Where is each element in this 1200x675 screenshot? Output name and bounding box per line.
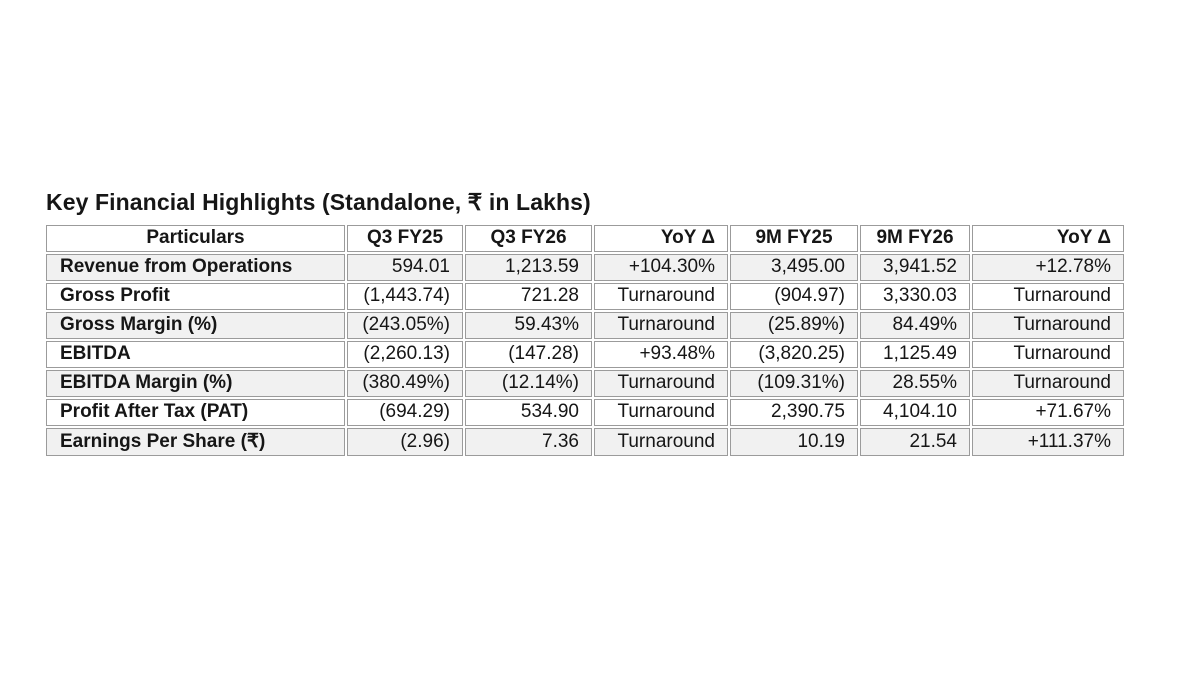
table-row: Revenue from Operations 594.01 1,213.59 +10… xyxy=(46,254,1124,281)
column-header-5: 9M FY26 xyxy=(860,225,970,252)
value-cell: 28.55% xyxy=(860,370,970,397)
value-cell: 2,390.75 xyxy=(730,399,858,426)
row-label: Gross Margin (%) xyxy=(46,312,345,339)
value-cell: Turnaround xyxy=(972,370,1124,397)
value-cell: Turnaround xyxy=(594,370,728,397)
value-cell: Turnaround xyxy=(594,399,728,426)
table-header-row: Particulars Q3 FY25 Q3 FY26 YoY Δ 9M FY25 9M … xyxy=(46,225,1124,252)
value-cell: Turnaround xyxy=(594,283,728,310)
value-cell: (12.14%) xyxy=(465,370,592,397)
value-cell: Turnaround xyxy=(594,428,728,456)
value-cell: (25.89%) xyxy=(730,312,858,339)
column-header-4: 9M FY25 xyxy=(730,225,858,252)
table-row: Gross Margin (%) (243.05%) 59.43% Turnaroun… xyxy=(46,312,1124,339)
value-cell: +12.78% xyxy=(972,254,1124,281)
value-cell: 1,213.59 xyxy=(465,254,592,281)
value-cell: 594.01 xyxy=(347,254,463,281)
page-title: Key Financial Highlights (Standalone, ₹ … xyxy=(46,189,591,215)
value-cell: (1,443.74) xyxy=(347,283,463,310)
value-cell: Turnaround xyxy=(972,283,1124,310)
column-header-6: YoY Δ xyxy=(972,225,1124,252)
value-cell: +71.67% xyxy=(972,399,1124,426)
column-header-3: YoY Δ xyxy=(594,225,728,252)
value-cell: 3,941.52 xyxy=(860,254,970,281)
value-cell: (2,260.13) xyxy=(347,341,463,368)
value-cell: 1,125.49 xyxy=(860,341,970,368)
value-cell: (694.29) xyxy=(347,399,463,426)
value-cell: 3,330.03 xyxy=(860,283,970,310)
value-cell: 21.54 xyxy=(860,428,970,456)
row-label: EBITDA Margin (%) xyxy=(46,370,345,397)
row-label: Revenue from Operations xyxy=(46,254,345,281)
value-cell: Turnaround xyxy=(594,312,728,339)
value-cell: (3,820.25) xyxy=(730,341,858,368)
value-cell: (380.49%) xyxy=(347,370,463,397)
value-cell: 10.19 xyxy=(730,428,858,456)
row-label: Profit After Tax (PAT) xyxy=(46,399,345,426)
value-cell: (147.28) xyxy=(465,341,592,368)
table-header: Particulars Q3 FY25 Q3 FY26 YoY Δ 9M FY25 9M … xyxy=(46,225,1124,252)
value-cell: Turnaround xyxy=(972,341,1124,368)
value-cell: (109.31%) xyxy=(730,370,858,397)
value-cell: 3,495.00 xyxy=(730,254,858,281)
row-label: EBITDA xyxy=(46,341,345,368)
value-cell: +104.30% xyxy=(594,254,728,281)
value-cell: 59.43% xyxy=(465,312,592,339)
value-cell: 534.90 xyxy=(465,399,592,426)
table-body: Revenue from Operations 594.01 1,213.59 +10… xyxy=(46,254,1124,456)
value-cell: (243.05%) xyxy=(347,312,463,339)
value-cell: 721.28 xyxy=(465,283,592,310)
column-header-1: Q3 FY25 xyxy=(347,225,463,252)
row-label: Gross Profit xyxy=(46,283,345,310)
value-cell: (904.97) xyxy=(730,283,858,310)
column-header-2: Q3 FY26 xyxy=(465,225,592,252)
row-label: Earnings Per Share (₹) xyxy=(46,428,345,456)
table-row: Earnings Per Share (₹) (2.96) 7.36 Turnarou… xyxy=(46,428,1124,456)
table-row: EBITDA Margin (%) (380.49%) (12.14%) Turnar… xyxy=(46,370,1124,397)
value-cell: Turnaround xyxy=(972,312,1124,339)
value-cell: +111.37% xyxy=(972,428,1124,456)
table-row: EBITDA (2,260.13) (147.28) +93.48% (3,820.25… xyxy=(46,341,1124,368)
table-row: Profit After Tax (PAT) (694.29) 534.90 Turn… xyxy=(46,399,1124,426)
financial-highlights-table: Particulars Q3 FY25 Q3 FY26 YoY Δ 9M FY25 9M … xyxy=(44,223,1126,458)
value-cell: 4,104.10 xyxy=(860,399,970,426)
column-header-0: Particulars xyxy=(46,225,345,252)
value-cell: 84.49% xyxy=(860,312,970,339)
value-cell: +93.48% xyxy=(594,341,728,368)
value-cell: 7.36 xyxy=(465,428,592,456)
table-row: Gross Profit (1,443.74) 721.28 Turnaround (9… xyxy=(46,283,1124,310)
value-cell: (2.96) xyxy=(347,428,463,456)
